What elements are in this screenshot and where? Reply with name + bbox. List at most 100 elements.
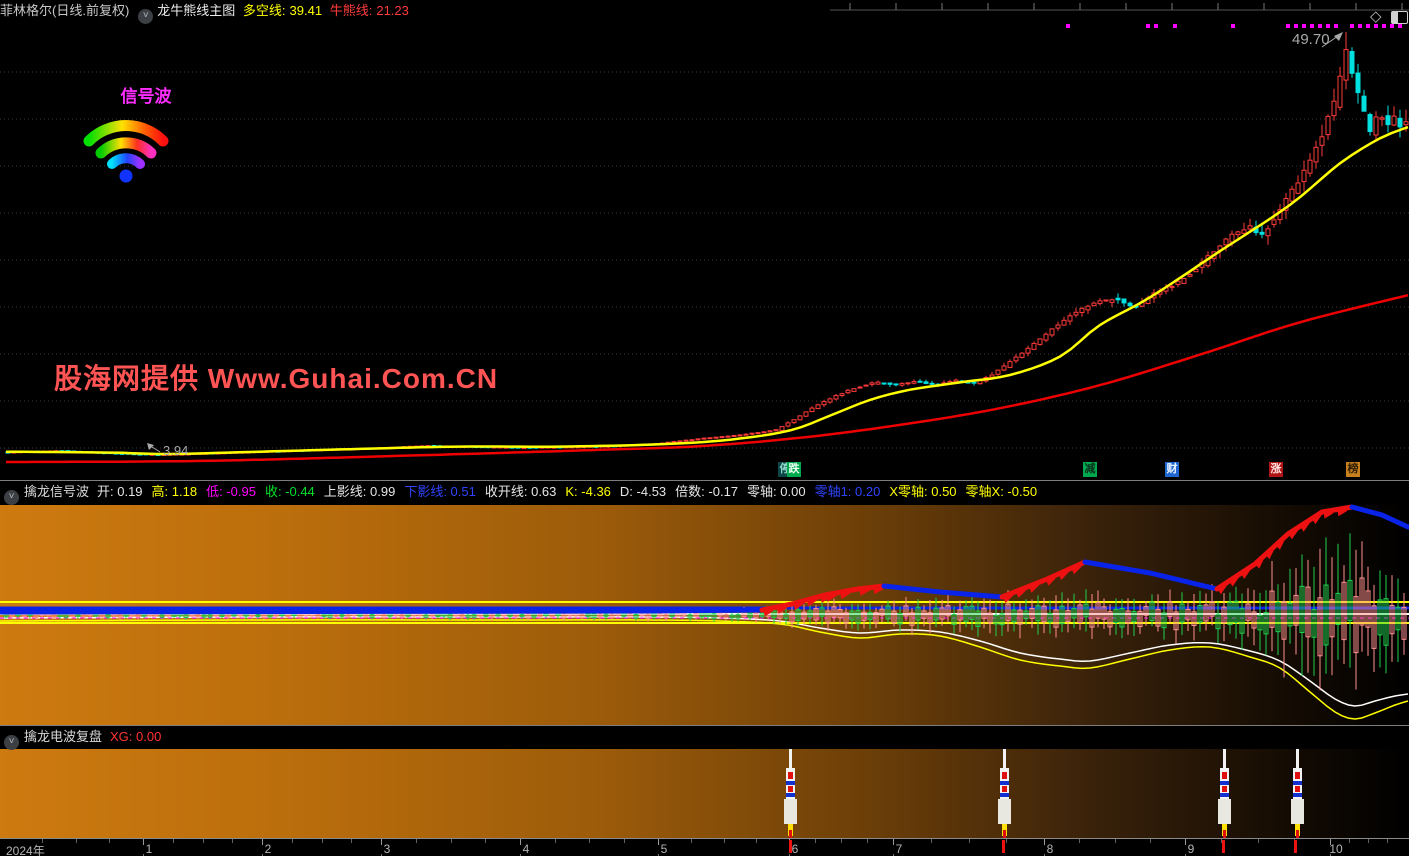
axis-month-label[interactable]: 6 bbox=[791, 842, 799, 856]
axis-major-tick bbox=[520, 839, 521, 845]
rocket-stick bbox=[1295, 749, 1299, 772]
rocket-stick bbox=[1222, 749, 1226, 772]
rocket-panel-header: ˅ 擒龙电波复盘 XG: 0.00 bbox=[0, 726, 1409, 750]
axis-minor-tick bbox=[351, 839, 352, 843]
watermark: 股海网提供 Www.Guhai.Com.CN bbox=[54, 363, 499, 394]
axis-minor-tick bbox=[1079, 839, 1080, 843]
rocket-red-window bbox=[787, 786, 793, 792]
axis-minor-tick bbox=[815, 839, 816, 843]
axis-minor-tick bbox=[322, 839, 323, 843]
axis-signal-red-mark bbox=[1002, 840, 1005, 853]
event-badge[interactable]: 榜 bbox=[1346, 462, 1360, 477]
axis-major-tick bbox=[1044, 839, 1045, 845]
axis-minor-tick bbox=[724, 839, 725, 843]
rocket-red-window bbox=[1294, 786, 1300, 792]
wifi-arc-middle bbox=[95, 137, 157, 159]
axis-minor-tick bbox=[555, 839, 556, 843]
indicator-field: K: -4.36 bbox=[565, 484, 611, 499]
panel2-title[interactable]: 擒龙信号波 bbox=[24, 484, 90, 499]
niuxiong-label: 牛熊线: bbox=[329, 3, 373, 18]
rocket-blue-band bbox=[1292, 781, 1302, 785]
split-window-icon-fill bbox=[1392, 12, 1398, 23]
axis-month-label[interactable]: 4 bbox=[522, 842, 530, 856]
rocket-signal-marker[interactable] bbox=[783, 747, 797, 854]
axis-major-tick bbox=[1330, 839, 1331, 845]
axis-minor-tick bbox=[42, 839, 43, 843]
axis-minor-tick bbox=[1115, 839, 1116, 843]
axis-bottom-tick bbox=[1330, 854, 1331, 856]
axis-minor-tick bbox=[485, 839, 486, 843]
axis-month-label[interactable]: 2 bbox=[264, 842, 272, 856]
axis-signal-red-mark bbox=[1222, 840, 1225, 853]
rocket-red-window bbox=[1294, 772, 1300, 779]
time-axis[interactable]: 2024年 1 2 3 4 5 6 7 8 9 10 bbox=[0, 838, 1409, 856]
separator-panel2-panel3 bbox=[0, 725, 1409, 726]
axis-month-label[interactable]: 1 bbox=[145, 842, 153, 856]
stock-title: 菲林格尔(日线.前复权) bbox=[0, 3, 130, 18]
rocket-blue-band bbox=[999, 793, 1009, 797]
logo-text: 信号波 bbox=[121, 86, 173, 106]
axis-minor-tick bbox=[691, 839, 692, 843]
panel3-title[interactable]: 擒龙电波复盘 bbox=[24, 729, 103, 744]
axis-minor-tick bbox=[1006, 839, 1007, 843]
axis-month-label[interactable]: 3 bbox=[383, 842, 391, 856]
indicator-field: 下影线: 0.51 bbox=[404, 484, 476, 499]
axis-minor-tick bbox=[203, 839, 204, 843]
rocket-blue-band bbox=[1219, 793, 1229, 797]
axis-bottom-tick bbox=[143, 854, 144, 856]
axis-minor-tick bbox=[451, 839, 452, 843]
axis-minor-tick bbox=[969, 839, 970, 843]
diamond-marker-icon[interactable]: ◇ bbox=[1370, 8, 1382, 25]
event-badge[interactable]: 减 bbox=[1083, 462, 1097, 477]
panel2-indicator-values: 开: 0.19 高: 1.18 低: -0.95 收: -0.44 上影线: 0.99 下… bbox=[97, 484, 1046, 499]
axis-minor-tick bbox=[232, 839, 233, 843]
axis-minor-tick bbox=[589, 839, 590, 843]
collapse-main-chevron-icon[interactable]: ˅ bbox=[138, 9, 154, 24]
rocket-red-window bbox=[1221, 772, 1227, 779]
axis-month-label[interactable]: 9 bbox=[1187, 842, 1195, 856]
signal-wave-panel-background[interactable] bbox=[0, 505, 1409, 725]
indicator-field: 收开线: 0.63 bbox=[484, 484, 557, 499]
rocket-blue-band bbox=[1219, 781, 1229, 785]
event-badge[interactable]: 跌 bbox=[787, 462, 801, 477]
rocket-wide-body bbox=[997, 799, 1011, 824]
rocket-panel-background[interactable] bbox=[0, 748, 1409, 838]
axis-minor-tick bbox=[1387, 839, 1388, 843]
collapse-panel2-chevron-icon[interactable]: ˅ bbox=[4, 490, 19, 505]
axis-month-label[interactable]: 8 bbox=[1046, 842, 1054, 856]
axis-major-tick bbox=[658, 839, 659, 845]
low-price-label: 3.94 bbox=[163, 443, 189, 458]
indicator-field: 高: 1.18 bbox=[151, 484, 198, 499]
wifi-dot bbox=[119, 169, 133, 183]
indicator-field: 倍数: -0.17 bbox=[675, 484, 739, 499]
axis-minor-tick bbox=[109, 839, 110, 843]
signal-wave-logo: 信号波 bbox=[83, 86, 173, 183]
rocket-wide-body bbox=[783, 799, 797, 824]
indicator-field: 零轴: 0.00 bbox=[747, 484, 806, 499]
duokong-label: 多空线: bbox=[242, 3, 286, 18]
axis-minor-tick bbox=[931, 839, 932, 843]
indicator-field: D: -4.53 bbox=[619, 484, 667, 499]
axis-bottom-tick bbox=[520, 854, 521, 856]
niuxiong-value: 21.23 bbox=[376, 3, 409, 18]
axis-major-tick bbox=[1185, 839, 1186, 845]
axis-minor-tick bbox=[1221, 839, 1222, 843]
indicator-title[interactable]: 龙牛熊线主图 bbox=[157, 3, 236, 18]
indicator-field: 零轴X: -0.50 bbox=[965, 484, 1038, 499]
rocket-red-window bbox=[1001, 772, 1007, 779]
axis-minor-tick bbox=[867, 839, 868, 843]
split-window-icon[interactable] bbox=[1391, 11, 1408, 24]
event-badge[interactable]: 财 bbox=[1165, 462, 1179, 477]
axis-month-label[interactable]: 10 bbox=[1329, 842, 1343, 856]
collapse-panel3-chevron-icon[interactable]: ˅ bbox=[4, 735, 19, 750]
high-price-label: 49.70 bbox=[1292, 31, 1330, 48]
axis-minor-tick bbox=[1349, 839, 1350, 843]
event-badge[interactable]: 涨 bbox=[1269, 462, 1283, 477]
axis-month-label[interactable]: 5 bbox=[660, 842, 668, 856]
axis-month-label[interactable]: 7 bbox=[895, 842, 903, 856]
axis-minor-tick bbox=[76, 839, 77, 843]
rocket-stick bbox=[788, 749, 792, 772]
rocket-blue-band bbox=[785, 781, 795, 785]
rocket-red-window bbox=[1221, 786, 1227, 792]
